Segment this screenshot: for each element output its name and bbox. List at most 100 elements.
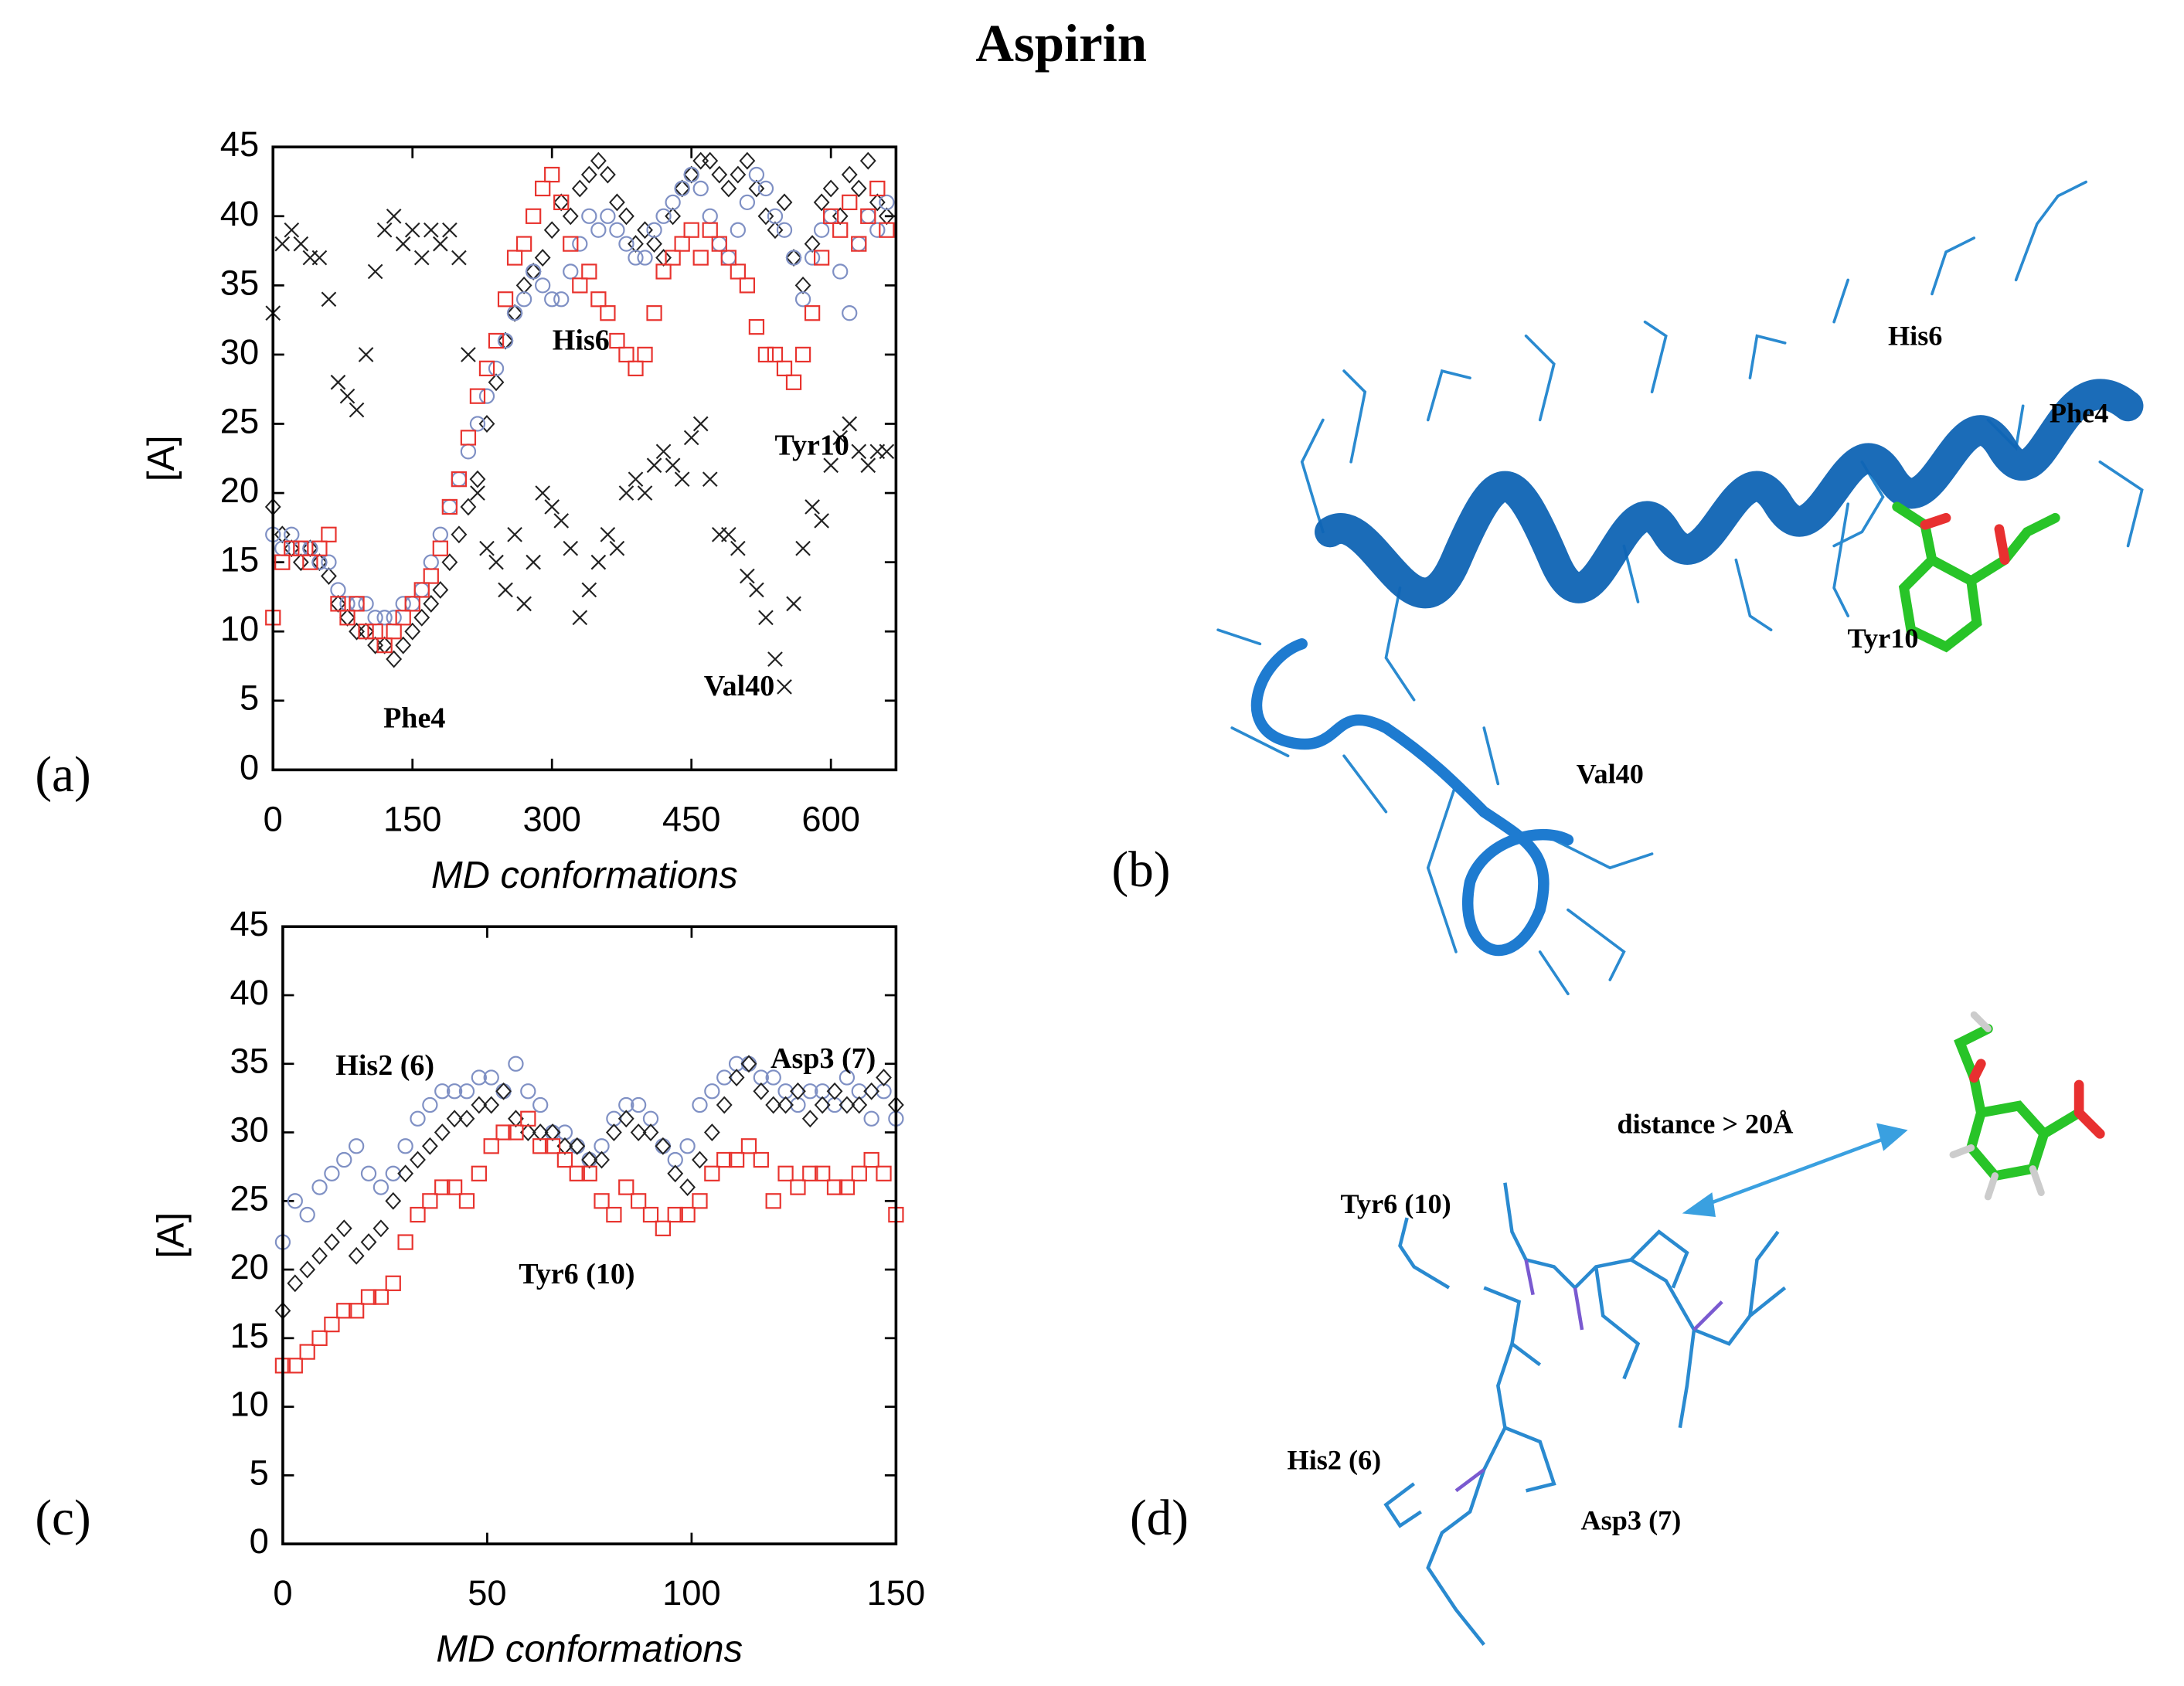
marker-diamond	[594, 1151, 610, 1169]
marker-circle	[446, 1083, 463, 1100]
marker-diamond	[728, 1069, 745, 1086]
marker-diamond	[609, 193, 625, 212]
marker-circle	[324, 1165, 340, 1181]
marker-x	[470, 485, 485, 501]
residue-label: distance > 20Å	[1618, 1109, 1794, 1140]
marker-circle	[842, 305, 858, 321]
marker-diamond	[434, 1123, 451, 1141]
marker-square	[655, 263, 672, 280]
marker-square	[794, 346, 811, 363]
marker-diamond	[757, 207, 774, 226]
marker-circle	[360, 1165, 377, 1181]
marker-diamond	[801, 1110, 818, 1128]
marker-diamond	[850, 179, 867, 198]
marker-x	[777, 679, 792, 695]
marker-x	[311, 250, 328, 266]
marker-circle	[730, 222, 746, 238]
y-tick-label: 45	[230, 904, 268, 943]
marker-square	[594, 1193, 610, 1209]
marker-square	[702, 222, 718, 238]
marker-x	[349, 402, 365, 418]
marker-x	[730, 540, 746, 556]
marker-x	[367, 263, 383, 280]
marker-square	[753, 1151, 769, 1168]
x-tick-label: 300	[522, 799, 581, 838]
marker-square	[739, 277, 756, 294]
marker-square	[404, 596, 420, 612]
marker-square	[410, 1206, 426, 1223]
marker-diamond	[655, 249, 672, 267]
marker-diamond	[859, 151, 876, 170]
marker-circle	[665, 194, 681, 211]
marker-diamond	[841, 165, 858, 184]
marker-circle	[458, 1083, 475, 1100]
marker-diamond	[478, 415, 495, 433]
marker-x	[330, 374, 346, 390]
marker-square	[851, 1165, 867, 1181]
marker-square	[311, 1330, 328, 1346]
marker-diamond	[617, 1110, 634, 1128]
marker-diamond	[410, 1151, 426, 1169]
marker-circle	[646, 222, 662, 238]
aspirin-molecule-d	[1949, 1011, 2105, 1201]
marker-diamond	[826, 1082, 843, 1100]
marker-x	[386, 208, 402, 224]
y-tick-label: 25	[220, 401, 259, 440]
marker-diamond	[822, 179, 839, 198]
marker-diamond	[667, 1164, 684, 1183]
marker-square	[642, 1206, 659, 1223]
marker-circle	[434, 1083, 451, 1100]
marker-circle	[609, 222, 625, 238]
residue-label: Phe4	[2050, 397, 2108, 428]
x-tick-label: 450	[662, 799, 721, 838]
marker-diamond	[679, 1178, 696, 1196]
x-tick-label: 600	[801, 799, 860, 838]
marker-circle	[349, 1138, 365, 1154]
marker-circle	[630, 1096, 647, 1113]
marker-x	[692, 416, 709, 432]
marker-circle	[757, 180, 774, 197]
marker-square	[460, 430, 477, 446]
y-tick-label: 40	[220, 194, 259, 233]
series	[274, 1110, 904, 1374]
panel-label: (b)	[1111, 842, 1170, 898]
marker-square	[553, 194, 570, 211]
marker-x	[293, 236, 309, 252]
marker-diamond	[360, 1233, 377, 1252]
marker-circle	[385, 1165, 401, 1181]
marker-diamond	[730, 165, 747, 184]
marker-circle	[683, 166, 699, 183]
marker-x	[526, 554, 541, 570]
marker-diamond	[767, 221, 784, 240]
marker-square	[630, 1193, 647, 1209]
marker-diamond	[432, 581, 449, 599]
marker-square	[683, 222, 699, 238]
x-tick-label: 50	[468, 1573, 506, 1613]
marker-circle	[692, 1096, 708, 1113]
marker-x	[618, 485, 634, 501]
y-tick-label: 35	[230, 1042, 268, 1081]
marker-circle	[776, 222, 793, 238]
y-tick-label: 10	[220, 609, 259, 648]
marker-x	[740, 568, 755, 584]
residue-label: Tyr10	[1848, 623, 1919, 654]
marker-diamond	[628, 235, 644, 253]
marker-circle	[590, 222, 607, 238]
marker-diamond	[581, 1151, 598, 1169]
marker-square	[451, 471, 468, 488]
marker-square	[581, 263, 597, 280]
marker-x	[544, 499, 560, 515]
marker-x	[404, 222, 420, 238]
marker-diamond	[397, 1164, 414, 1183]
marker-diamond	[863, 1082, 880, 1100]
marker-square	[488, 332, 505, 349]
marker-square	[385, 1275, 401, 1291]
marker-x	[795, 540, 811, 556]
marker-x	[637, 485, 653, 501]
marker-diamond	[637, 221, 653, 240]
marker-square	[581, 1165, 597, 1181]
marker-x	[683, 430, 699, 446]
marker-x	[451, 250, 467, 266]
residue-label: Val40	[1577, 759, 1644, 790]
